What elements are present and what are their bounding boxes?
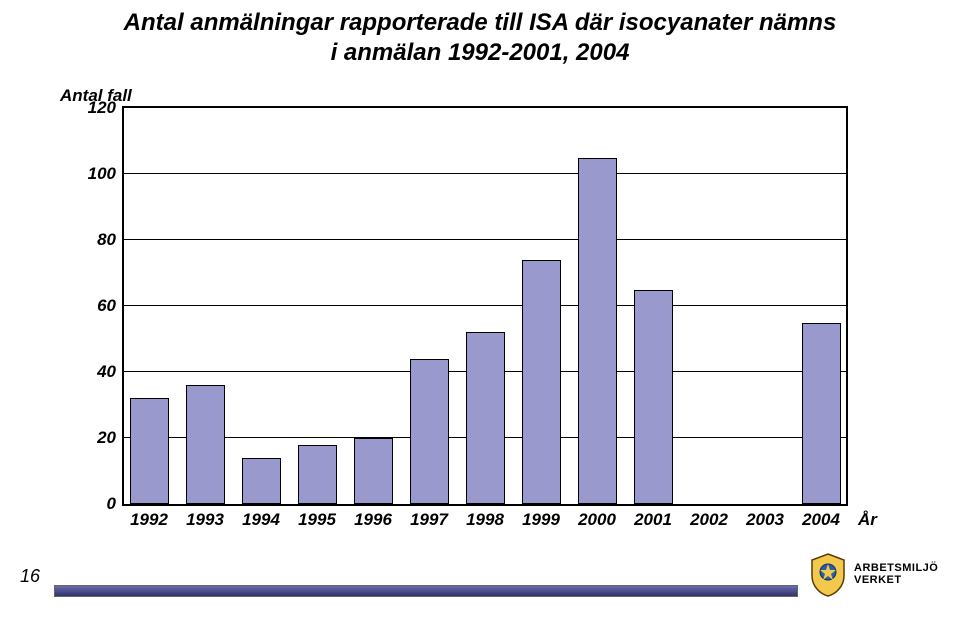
x-tick-label: 2001 (628, 510, 678, 530)
org-logo: ARBETSMILJÖ VERKET (808, 547, 948, 603)
y-tick-label: 60 (60, 296, 116, 316)
org-name-line2: VERKET (854, 575, 938, 587)
bar (354, 438, 393, 504)
x-tick-label: 1993 (180, 510, 230, 530)
plot-area (124, 108, 846, 504)
bar (130, 398, 169, 504)
y-tick-label: 80 (60, 230, 116, 250)
x-tick-label: 2000 (572, 510, 622, 530)
x-tick-label: 2002 (684, 510, 734, 530)
bar (634, 290, 673, 505)
org-name: ARBETSMILJÖ VERKET (854, 563, 938, 586)
x-tick-label: 1999 (516, 510, 566, 530)
x-tick-label: 2004 (796, 510, 846, 530)
chart-title: Antal anmälningar rapporterade till ISA … (0, 8, 960, 68)
grid-line (124, 305, 846, 306)
bar (466, 332, 505, 504)
y-tick-label: 100 (60, 164, 116, 184)
bar-chart (122, 106, 848, 506)
x-tick-label: 1994 (236, 510, 286, 530)
chart-title-line1: Antal anmälningar rapporterade till ISA … (0, 8, 960, 38)
slide-number: 16 (20, 566, 40, 587)
y-tick-label: 20 (60, 428, 116, 448)
chart-title-line2: i anmälan 1992-2001, 2004 (0, 38, 960, 68)
x-tick-label: 1995 (292, 510, 342, 530)
x-axis-label: År (858, 510, 877, 530)
bar (242, 458, 281, 504)
x-tick-label: 2003 (740, 510, 790, 530)
x-tick-label: 1992 (124, 510, 174, 530)
x-tick-label: 1997 (404, 510, 454, 530)
x-tick-label: 1996 (348, 510, 398, 530)
grid-line (124, 239, 846, 240)
y-tick-label: 120 (60, 98, 116, 118)
shield-icon (808, 552, 848, 598)
bar (410, 359, 449, 504)
grid-line (124, 173, 846, 174)
bar (802, 323, 841, 505)
footer-bar (54, 585, 798, 597)
bar (186, 385, 225, 504)
bar (522, 260, 561, 504)
y-tick-label: 40 (60, 362, 116, 382)
bar (578, 158, 617, 505)
x-tick-label: 1998 (460, 510, 510, 530)
y-tick-label: 0 (60, 494, 116, 514)
bar (298, 445, 337, 504)
